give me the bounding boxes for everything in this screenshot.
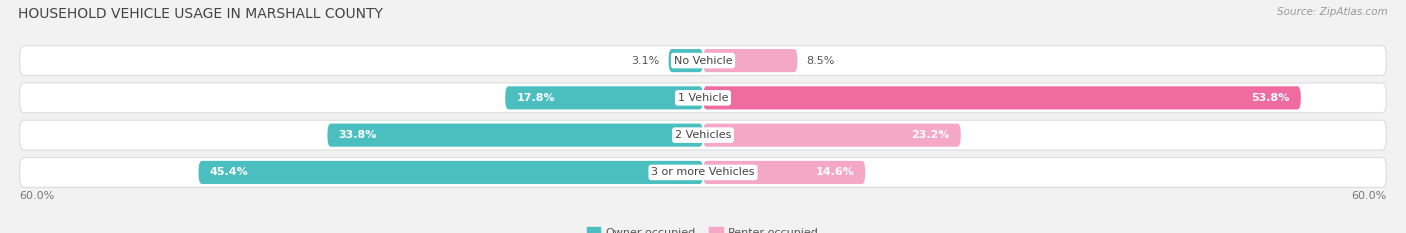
FancyBboxPatch shape	[703, 49, 797, 72]
FancyBboxPatch shape	[20, 83, 1386, 113]
FancyBboxPatch shape	[703, 123, 960, 147]
Text: 3.1%: 3.1%	[631, 56, 659, 65]
Text: 33.8%: 33.8%	[339, 130, 377, 140]
Text: 8.5%: 8.5%	[807, 56, 835, 65]
FancyBboxPatch shape	[703, 161, 865, 184]
FancyBboxPatch shape	[505, 86, 703, 110]
Text: Source: ZipAtlas.com: Source: ZipAtlas.com	[1277, 7, 1388, 17]
FancyBboxPatch shape	[198, 161, 703, 184]
FancyBboxPatch shape	[20, 46, 1386, 75]
Text: 14.6%: 14.6%	[815, 168, 853, 177]
Text: 53.8%: 53.8%	[1251, 93, 1289, 103]
FancyBboxPatch shape	[20, 120, 1386, 150]
FancyBboxPatch shape	[328, 123, 703, 147]
Text: 1 Vehicle: 1 Vehicle	[678, 93, 728, 103]
Text: 17.8%: 17.8%	[516, 93, 555, 103]
Text: 45.4%: 45.4%	[209, 168, 249, 177]
FancyBboxPatch shape	[703, 86, 1301, 110]
Text: No Vehicle: No Vehicle	[673, 56, 733, 65]
Text: 23.2%: 23.2%	[911, 130, 949, 140]
Text: 3 or more Vehicles: 3 or more Vehicles	[651, 168, 755, 177]
Text: 60.0%: 60.0%	[1351, 191, 1386, 201]
Text: HOUSEHOLD VEHICLE USAGE IN MARSHALL COUNTY: HOUSEHOLD VEHICLE USAGE IN MARSHALL COUN…	[18, 7, 384, 21]
Text: 2 Vehicles: 2 Vehicles	[675, 130, 731, 140]
Text: 60.0%: 60.0%	[20, 191, 55, 201]
FancyBboxPatch shape	[669, 49, 703, 72]
Legend: Owner-occupied, Renter-occupied: Owner-occupied, Renter-occupied	[582, 223, 824, 233]
FancyBboxPatch shape	[20, 158, 1386, 187]
